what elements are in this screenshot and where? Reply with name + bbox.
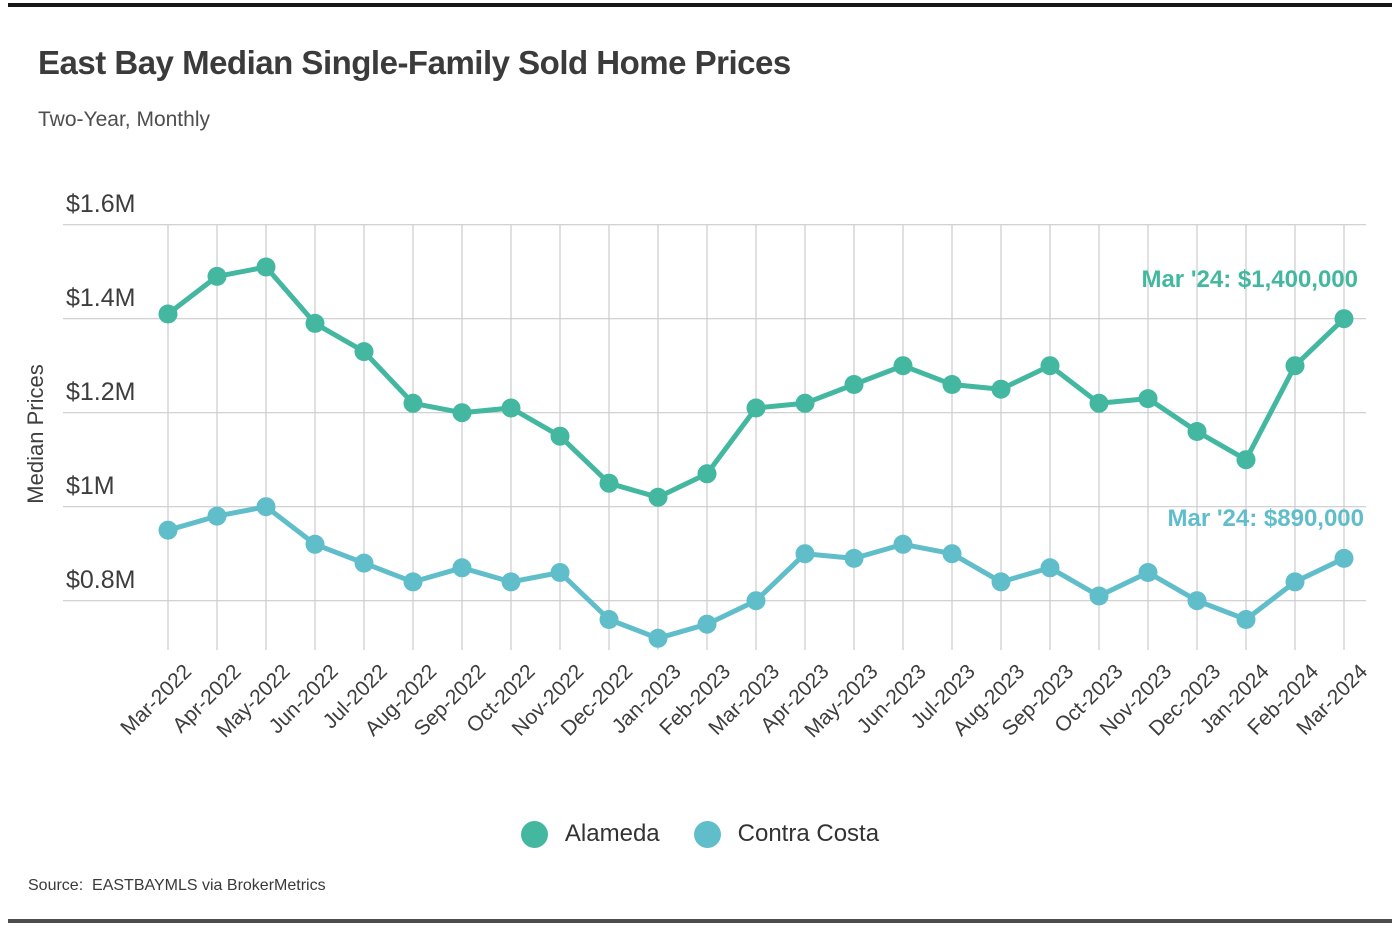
y-tick-label: $1.6M	[66, 189, 136, 218]
y-tick-label: $1M	[66, 471, 115, 500]
data-point-contra-costa	[550, 563, 570, 582]
data-point-alameda	[1089, 393, 1109, 413]
legend-dot-contra-costa	[693, 820, 721, 848]
data-point-alameda	[599, 473, 619, 493]
data-point-alameda	[1285, 356, 1305, 376]
data-point-alameda	[1040, 356, 1060, 376]
legend-item-alameda: Alameda	[520, 820, 660, 848]
data-point-contra-costa	[354, 553, 374, 573]
data-point-contra-costa	[501, 572, 521, 592]
data-point-contra-costa	[305, 534, 325, 554]
data-point-contra-costa	[942, 544, 962, 564]
y-tick-label: $1.2M	[66, 377, 136, 406]
legend-label-contra-costa: Contra Costa	[737, 820, 880, 847]
data-point-alameda	[256, 257, 276, 277]
data-point-alameda	[1187, 422, 1207, 441]
top-divider	[8, 3, 1392, 7]
data-point-alameda	[158, 304, 178, 324]
data-point-alameda	[1138, 389, 1158, 409]
bottom-divider	[8, 919, 1392, 923]
annotation-alameda-latest-value: Mar '24: $1,400,000	[1141, 266, 1358, 293]
data-point-contra-costa	[844, 548, 864, 568]
data-point-alameda	[305, 313, 325, 333]
data-point-contra-costa	[1334, 548, 1354, 568]
data-point-alameda	[844, 375, 864, 394]
source-note: Source: EASTBAYMLS via BrokerMetrics	[28, 877, 326, 894]
data-point-contra-costa	[893, 534, 913, 554]
data-point-alameda	[452, 403, 472, 423]
legend-dot-alameda	[520, 820, 548, 848]
data-point-contra-costa	[697, 614, 717, 634]
data-point-contra-costa	[452, 558, 472, 578]
data-point-contra-costa	[1138, 563, 1158, 582]
data-point-alameda	[893, 356, 913, 376]
data-point-alameda	[697, 464, 717, 484]
data-point-alameda	[1334, 309, 1354, 329]
data-point-contra-costa	[991, 572, 1011, 592]
data-point-alameda	[403, 393, 423, 413]
data-point-contra-costa	[1040, 558, 1060, 578]
y-tick-label: $1.4M	[66, 283, 136, 312]
data-point-alameda	[795, 393, 815, 413]
data-point-contra-costa	[403, 572, 423, 592]
data-point-contra-costa	[158, 520, 178, 540]
data-point-contra-costa	[256, 497, 276, 517]
data-point-contra-costa	[1089, 586, 1109, 606]
data-point-contra-costa	[795, 544, 815, 564]
annotation-contracosta-latest-value: Mar '24: $890,000	[1167, 505, 1364, 532]
y-tick-label: $0.8M	[66, 565, 136, 594]
data-point-contra-costa	[648, 628, 668, 648]
data-point-contra-costa	[746, 591, 766, 611]
data-point-alameda	[746, 398, 766, 418]
data-point-alameda	[550, 426, 570, 446]
data-point-contra-costa	[207, 506, 227, 526]
legend-label-alameda: Alameda	[564, 820, 660, 847]
data-point-alameda	[207, 266, 227, 286]
data-point-alameda	[501, 398, 521, 418]
data-point-contra-costa	[1285, 572, 1305, 592]
data-point-contra-costa	[1236, 610, 1256, 629]
page-title: East Bay Median Single-Family Sold Home …	[38, 44, 791, 81]
page-subtitle: Two-Year, Monthly	[38, 108, 210, 131]
data-point-alameda	[991, 379, 1011, 399]
data-point-alameda	[354, 342, 374, 362]
legend-item-contra-costa: Contra Costa	[693, 820, 880, 848]
data-point-alameda	[648, 487, 668, 507]
data-point-alameda	[942, 375, 962, 394]
data-point-alameda	[1236, 450, 1256, 470]
data-point-contra-costa	[1187, 591, 1207, 611]
chart-legend: Alameda Contra Costa	[0, 820, 1400, 848]
data-point-contra-costa	[599, 610, 619, 629]
